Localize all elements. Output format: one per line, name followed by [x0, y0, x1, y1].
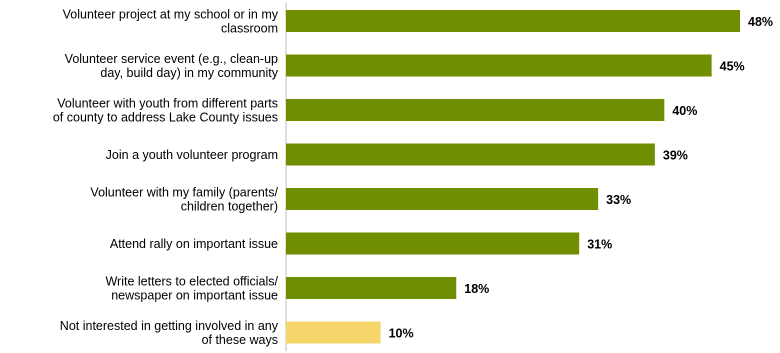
- bar-3: [286, 143, 655, 166]
- value-label-7: 10%: [389, 327, 414, 341]
- bar-4: [286, 188, 599, 210]
- category-label-0-line-0: Volunteer project at my school or in my: [63, 8, 279, 22]
- value-label-5: 31%: [587, 238, 612, 252]
- bar-7: [286, 321, 381, 344]
- value-label-1: 45%: [720, 60, 745, 74]
- category-label-6-line-1: newspaper on important issue: [111, 289, 278, 303]
- category-label-1-line-0: Volunteer service event (e.g., clean-up: [65, 52, 278, 66]
- category-label-4-line-1: children together): [181, 200, 278, 214]
- category-label-2-line-1: of county to address Lake County issues: [53, 111, 278, 125]
- category-label-2-line-0: Volunteer with youth from different part…: [57, 97, 278, 111]
- bar-2: [286, 99, 665, 121]
- value-label-0: 48%: [748, 15, 773, 29]
- category-label-6-line-0: Write letters to elected officials/: [105, 275, 278, 289]
- bar-0: [286, 10, 740, 32]
- category-label-3-line-0: Join a youth volunteer program: [106, 148, 278, 162]
- category-label-7-line-1: of these ways: [202, 333, 278, 347]
- category-label-7-line-0: Not interested in getting involved in an…: [60, 319, 279, 333]
- value-label-3: 39%: [663, 149, 688, 163]
- category-label-5-line-0: Attend rally on important issue: [110, 237, 278, 251]
- value-label-4: 33%: [606, 193, 631, 207]
- value-label-2: 40%: [672, 104, 697, 118]
- bar-5: [286, 232, 580, 255]
- category-label-0-line-1: classroom: [221, 22, 278, 36]
- value-label-6: 18%: [464, 282, 489, 296]
- bars-layer: 48% Volunteer project at my school or in …: [53, 8, 773, 348]
- category-label-4-line-0: Volunteer with my family (parents/: [90, 186, 278, 200]
- bar-6: [286, 277, 457, 299]
- category-label-1-line-1: day, build day) in my community: [100, 66, 278, 80]
- bar-1: [286, 54, 712, 77]
